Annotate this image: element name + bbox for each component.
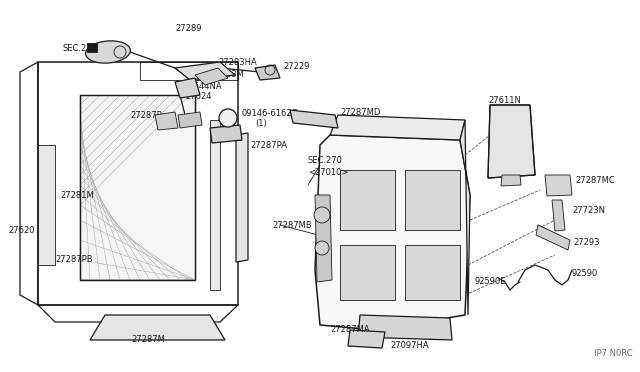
Text: 27644NA: 27644NA [183,81,221,90]
Circle shape [314,207,330,223]
Polygon shape [87,43,97,52]
Text: 09146-6162G: 09146-6162G [242,109,299,118]
Text: (1): (1) [255,119,267,128]
Text: 27287MB: 27287MB [272,221,312,230]
Polygon shape [315,135,470,330]
Text: 27287P: 27287P [130,110,162,119]
Polygon shape [340,245,395,300]
Polygon shape [488,105,535,178]
Polygon shape [340,170,395,230]
Polygon shape [236,133,248,262]
Text: 27287MC: 27287MC [575,176,615,185]
Polygon shape [358,315,452,340]
Text: 27644N: 27644N [210,134,243,142]
Text: 27287M: 27287M [131,336,165,344]
Text: SEC.276: SEC.276 [62,44,97,52]
Polygon shape [178,112,202,128]
Text: 27287MA: 27287MA [330,326,370,334]
Text: 27283HA: 27283HA [218,58,257,67]
Polygon shape [175,78,200,98]
Polygon shape [255,65,280,80]
Polygon shape [501,175,521,186]
Polygon shape [348,330,385,348]
Polygon shape [210,125,242,143]
Polygon shape [536,225,570,250]
Text: 27287PA: 27287PA [250,141,287,150]
Circle shape [219,109,237,127]
Polygon shape [552,200,565,231]
Polygon shape [545,175,572,196]
Polygon shape [460,120,470,315]
Polygon shape [315,195,332,282]
Text: 92590: 92590 [572,269,598,279]
Text: 27097HA: 27097HA [390,340,429,350]
Polygon shape [90,315,225,340]
Text: <27010>: <27010> [308,167,348,176]
Text: 27289: 27289 [175,23,202,32]
Polygon shape [175,62,235,80]
Text: 27723N: 27723N [572,205,605,215]
Text: 27281M: 27281M [60,190,93,199]
Polygon shape [405,170,460,230]
Text: 27229: 27229 [283,61,309,71]
Polygon shape [38,145,55,265]
Circle shape [315,241,329,255]
Text: 27283M: 27283M [210,70,244,78]
Text: 27611N: 27611N [488,96,521,105]
Polygon shape [80,95,195,280]
Text: SEC.270: SEC.270 [308,155,343,164]
Text: 27624: 27624 [185,92,211,100]
Polygon shape [405,245,460,300]
Ellipse shape [86,41,131,63]
Text: 27287PB: 27287PB [55,256,93,264]
Text: S: S [225,113,230,122]
Polygon shape [210,120,220,290]
Polygon shape [195,68,228,85]
Polygon shape [290,110,338,128]
Polygon shape [330,115,465,140]
Polygon shape [155,112,178,130]
Text: IP7 N0RC: IP7 N0RC [595,349,633,358]
Text: 27620: 27620 [8,225,35,234]
Text: 27287MD: 27287MD [340,108,380,116]
Text: 92590E: 92590E [475,278,506,286]
Text: 27293: 27293 [573,237,600,247]
